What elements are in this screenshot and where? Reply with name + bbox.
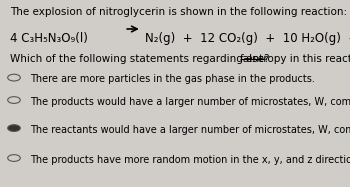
Text: The explosion of nitroglycerin is shown in the following reaction:: The explosion of nitroglycerin is shown …	[10, 7, 348, 17]
Text: The products would have a larger number of microstates, W, compared to the react: The products would have a larger number …	[30, 97, 350, 107]
Text: The products have more random motion in the x, y, and z directions.: The products have more random motion in …	[30, 155, 350, 165]
Text: Which of the following statements regarding entropy in this reaction is: Which of the following statements regard…	[10, 54, 350, 64]
Text: 4 C₃H₅N₃O₉(l): 4 C₃H₅N₃O₉(l)	[10, 32, 88, 45]
Text: The reactants would have a larger number of microstates, W, compared to the prod: The reactants would have a larger number…	[30, 125, 350, 135]
Text: false?: false?	[240, 54, 270, 64]
Text: N₂(g)  +  12 CO₂(g)  +  10 H₂O(g)  +  O₂(g): N₂(g) + 12 CO₂(g) + 10 H₂O(g) + O₂(g)	[145, 32, 350, 45]
Text: There are more particles in the gas phase in the products.: There are more particles in the gas phas…	[30, 74, 315, 84]
Circle shape	[8, 125, 20, 131]
